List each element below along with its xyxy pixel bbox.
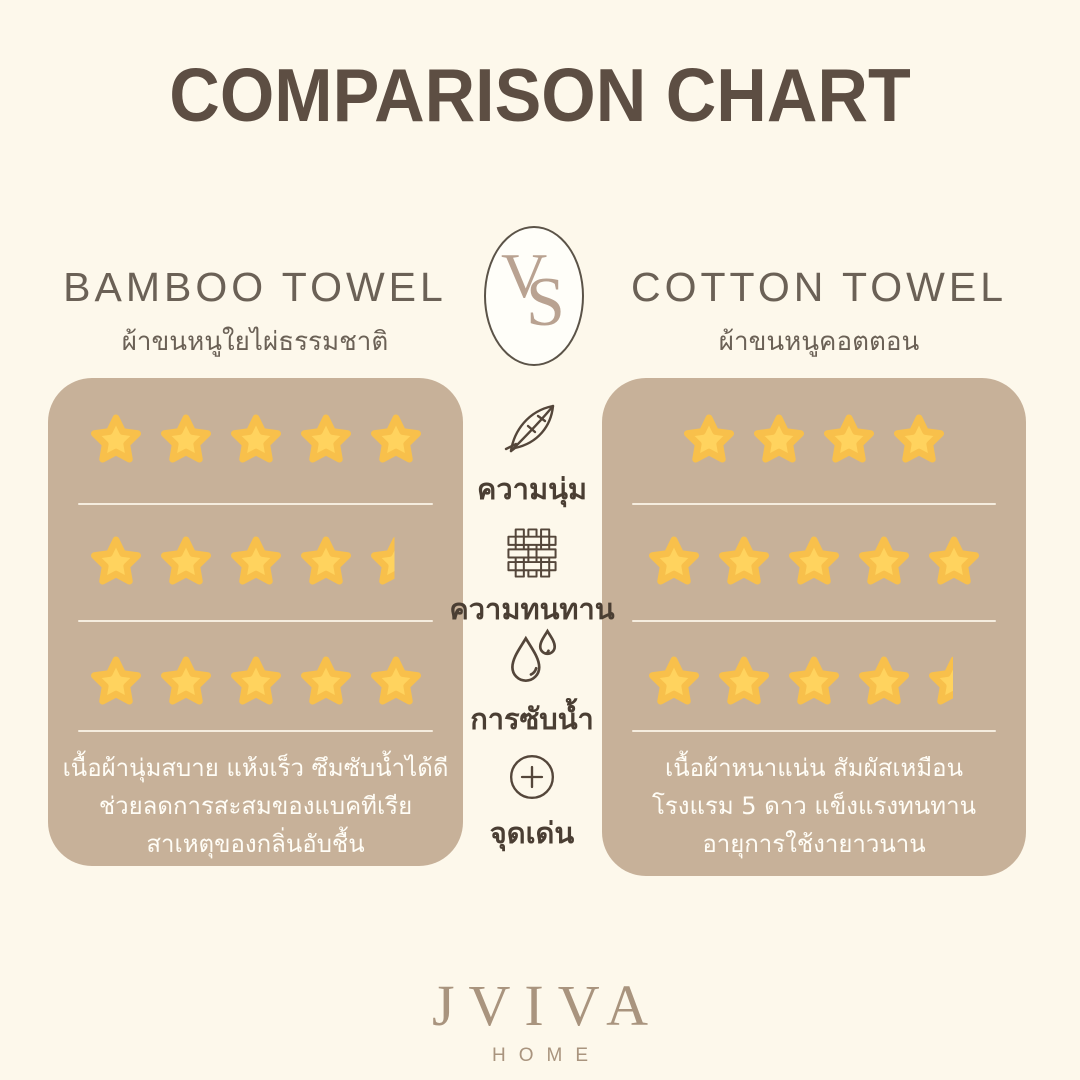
star-icon (370, 414, 421, 463)
star-icon (684, 414, 734, 463)
star-icon (859, 536, 909, 585)
star-icon (160, 414, 211, 463)
cotton-subtitle-thai: ผ้าขนหนูคอตตอน (718, 327, 920, 357)
bamboo-softness-rating (48, 414, 463, 466)
bamboo-durability-rating (48, 536, 463, 588)
divider (78, 503, 433, 505)
vs-badge: V S (484, 226, 584, 366)
star-icon (160, 536, 211, 585)
cotton-softness-rating (602, 414, 1026, 466)
brand-sub: HOME (492, 1045, 601, 1066)
brand-name: JVIVA (431, 973, 663, 1038)
cotton-highlight-line: โรงแรม 5 ดาว แข็งแรงทนทาน (652, 791, 976, 820)
bamboo-absorbency-rating (48, 656, 463, 708)
star-icon (300, 656, 351, 705)
vs-letter-s: S (526, 264, 565, 341)
star-icon (649, 656, 699, 705)
bamboo-panel: เนื้อผ้านุ่มสบาย แห้งเร็ว ซึมซับน้ำได้ดี… (48, 378, 463, 866)
bamboo-highlight-text: เนื้อผ้านุ่มสบาย แห้งเร็ว ซึมซับน้ำได้ดี… (60, 750, 451, 864)
star-icon (789, 536, 839, 585)
star-icon (719, 656, 769, 705)
star-icon (90, 536, 141, 585)
star-icon (649, 536, 699, 585)
star-icon (90, 656, 141, 705)
bamboo-highlight-line: เนื้อผ้านุ่มสบาย แห้งเร็ว ซึมซับน้ำได้ดี (62, 754, 449, 782)
cotton-durability-rating (602, 536, 1026, 588)
cotton-highlight-line: เนื้อผ้าหนาแน่น สัมผัสเหมือน (664, 754, 964, 782)
star-icon (230, 414, 281, 463)
star-icon (789, 656, 839, 705)
star-icon (719, 536, 769, 585)
half-star-icon (929, 656, 979, 706)
bamboo-highlight-line: ช่วยลดการสะสมของแบคทีเรีย (98, 791, 413, 820)
star-icon (370, 656, 421, 705)
divider (632, 730, 996, 732)
divider (78, 730, 433, 732)
cotton-highlight-line: อายุการใช้งายาวนาน (702, 829, 926, 858)
bamboo-title: BAMBOO TOWEL (63, 264, 447, 310)
star-icon (230, 656, 281, 705)
cotton-highlight-text: เนื้อผ้าหนาแน่น สัมผัสเหมือน โรงแรม 5 ดา… (614, 750, 1014, 864)
star-icon (230, 536, 281, 585)
divider (632, 620, 996, 622)
brand-logo: JVIVA HOME (0, 972, 1080, 1067)
star-icon (859, 656, 909, 705)
star-icon (300, 414, 351, 463)
star-icon (754, 414, 804, 463)
cotton-title: COTTON TOWEL (630, 264, 1008, 310)
star-icon (929, 536, 979, 585)
star-icon (300, 536, 351, 585)
bamboo-heading: BAMBOO TOWEL ผ้าขนหนูใยไผ่ธรรมชาติ (40, 264, 470, 362)
star-icon (160, 656, 211, 705)
cotton-absorbency-rating (602, 656, 1026, 708)
bamboo-highlight-line: สาเหตุของกลิ่นอับชื้น (146, 829, 365, 858)
divider (632, 503, 996, 505)
star-icon (894, 414, 944, 463)
page-title: COMPARISON CHART (169, 53, 911, 138)
cotton-panel: เนื้อผ้าหนาแน่น สัมผัสเหมือน โรงแรม 5 ดา… (602, 378, 1026, 876)
divider (78, 620, 433, 622)
cotton-heading: COTTON TOWEL ผ้าขนหนูคอตตอน (604, 264, 1034, 362)
vs-letter-v: V (501, 240, 548, 311)
half-star-icon (371, 536, 421, 586)
star-icon (90, 414, 141, 463)
star-icon (824, 414, 874, 463)
bamboo-subtitle-thai: ผ้าขนหนูใยไผ่ธรรมชาติ (121, 327, 389, 357)
